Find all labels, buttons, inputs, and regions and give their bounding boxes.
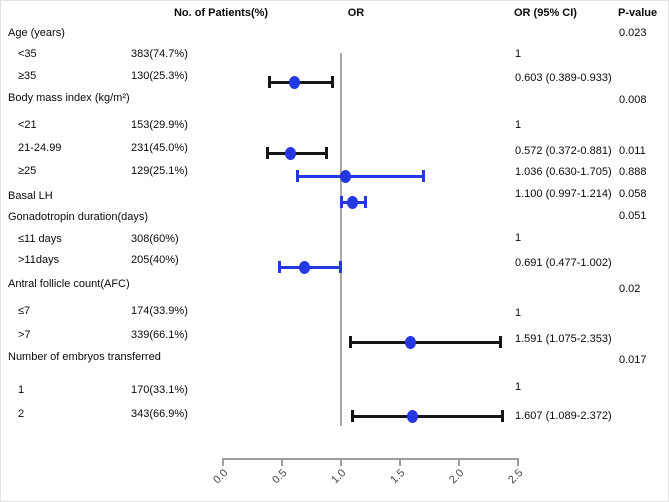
ci-cap-left	[350, 410, 354, 422]
ci-cap-right	[339, 261, 343, 273]
ci-cap-right	[500, 410, 504, 422]
row-patients: 174(33.9%)	[131, 305, 188, 317]
ci-line	[349, 340, 501, 344]
ci-cap-right	[498, 336, 502, 348]
ci-line	[297, 174, 425, 178]
row-pvalue: 0.011	[619, 145, 646, 157]
row-label: <21	[18, 119, 37, 131]
row-or-ci: 1.036 (0.630-1.705)	[515, 166, 612, 178]
row-pvalue: 0.008	[619, 94, 647, 106]
row-label: Antral follicle count(AFC)	[8, 278, 130, 290]
row-or-ci: 1	[515, 381, 522, 393]
ci-cap-left	[267, 76, 271, 88]
row-label: Body mass index (kg/m²)	[8, 92, 130, 104]
row-or-ci: 0.572 (0.372-0.881)	[515, 145, 612, 157]
ci-cap-right	[331, 76, 335, 88]
row-patients: 231(45.0%)	[131, 142, 188, 154]
x-axis-tick-label: 0.5	[270, 467, 290, 487]
x-axis-tick-label: 2.5	[506, 467, 526, 487]
row-patients: 129(25.1%)	[131, 165, 188, 177]
ci-cap-right	[324, 147, 328, 159]
row-patients: 130(25.3%)	[131, 70, 188, 82]
row-or-ci: 1.607 (1.089-2.372)	[515, 410, 612, 422]
row-patients: 343(66.9%)	[131, 408, 188, 420]
col-header-or: OR	[347, 7, 365, 19]
row-pvalue: 0.058	[619, 188, 647, 200]
row-pvalue: 0.023	[619, 27, 647, 39]
x-axis-tick	[281, 458, 283, 466]
row-label: Age (years)	[8, 27, 65, 39]
point-estimate-dot	[339, 169, 351, 183]
point-estimate-dot	[288, 75, 300, 89]
x-axis-tick-label: 1.5	[388, 467, 408, 487]
x-axis-line	[222, 458, 519, 460]
row-patients: 308(60%)	[131, 233, 179, 245]
row-label: ≥35	[18, 70, 37, 82]
col-header-patients: No. of Patients(%)	[173, 7, 269, 19]
row-label: ≥25	[18, 165, 37, 177]
x-axis-tick	[517, 458, 519, 466]
point-estimate-dot	[405, 335, 417, 349]
point-estimate-dot	[407, 409, 419, 423]
row-pvalue: 0.888	[619, 166, 647, 178]
row-label: Number of embryos transferred	[8, 351, 161, 363]
row-or-ci: 1.591 (1.075-2.353)	[515, 333, 612, 345]
row-or-ci: 1	[515, 119, 522, 131]
ci-cap-left	[348, 336, 352, 348]
point-estimate-dot	[347, 195, 359, 209]
ci-line	[266, 151, 327, 155]
ci-cap-right	[364, 196, 368, 208]
row-label: 21-24.99	[18, 142, 62, 154]
ci-line	[268, 80, 334, 84]
row-label: >11days	[18, 254, 60, 266]
row-or-ci: 1	[515, 48, 522, 60]
row-label: <35	[18, 48, 37, 60]
point-estimate-dot	[284, 146, 296, 160]
row-label: ≤11 days	[18, 233, 62, 245]
x-axis-tick	[399, 458, 401, 466]
row-label: Basal LH	[8, 190, 53, 202]
row-label: 2	[18, 408, 25, 420]
x-axis-tick-label: 2.0	[447, 467, 467, 487]
row-pvalue: 0.02	[619, 283, 641, 295]
x-axis-tick-label: 0.0	[211, 467, 231, 487]
row-patients: 383(74.7%)	[131, 48, 188, 60]
ci-cap-right	[422, 170, 426, 182]
row-patients: 170(33.1%)	[131, 384, 188, 396]
row-or-ci: 0.691 (0.477-1.002)	[515, 257, 612, 269]
row-patients: 205(40%)	[131, 254, 179, 266]
point-estimate-dot	[299, 260, 311, 274]
x-axis-tick	[458, 458, 460, 466]
row-label: 1	[18, 384, 25, 396]
ci-cap-left	[339, 196, 343, 208]
ci-cap-left	[296, 170, 300, 182]
row-pvalue: 0.017	[619, 354, 647, 366]
ci-line	[351, 414, 503, 418]
x-axis-tick	[222, 458, 224, 466]
row-pvalue: 0.051	[619, 210, 647, 222]
row-label: >7	[18, 329, 31, 341]
row-or-ci: 1	[515, 232, 522, 244]
row-or-ci: 1.100 (0.997-1.214)	[515, 188, 612, 200]
row-label: ≤7	[18, 305, 31, 317]
col-header-pvalue: P-value	[618, 7, 658, 19]
or-reference-line	[340, 53, 342, 426]
ci-cap-left	[265, 147, 269, 159]
row-patients: 153(29.9%)	[131, 119, 188, 131]
row-or-ci: 0.603 (0.389-0.933)	[515, 72, 612, 84]
x-axis-tick-label: 1.0	[329, 467, 349, 487]
col-header-or-ci: OR (95% CI)	[514, 7, 577, 19]
row-or-ci: 1	[515, 307, 522, 319]
ci-cap-left	[278, 261, 282, 273]
row-patients: 339(66.1%)	[131, 329, 188, 341]
row-label: Gonadotropin duration(days)	[8, 211, 149, 223]
ci-line	[279, 265, 342, 269]
x-axis-tick	[340, 458, 342, 466]
